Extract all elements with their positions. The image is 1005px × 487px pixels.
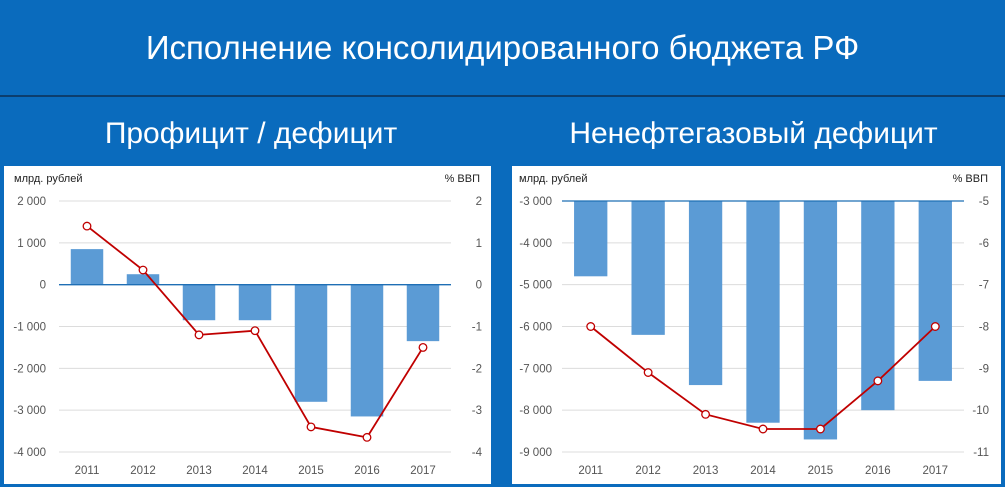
line-point <box>643 368 653 377</box>
line-point <box>306 422 316 432</box>
y-tick-label-right: -6 <box>979 238 989 250</box>
y-tick-label-right: -3 <box>472 405 482 417</box>
title-divider <box>0 95 1005 97</box>
y-tick-label-left: 0 <box>40 280 46 292</box>
line-point <box>815 424 825 434</box>
line-point <box>873 376 883 386</box>
line-point <box>418 342 428 352</box>
line-point <box>82 221 92 231</box>
bar <box>861 201 895 411</box>
y-tick-label-right: 0 <box>476 280 482 292</box>
y-tick-label-left: -2 000 <box>13 363 46 375</box>
y-tick-label-right: -9 <box>979 363 989 375</box>
line-point <box>758 424 768 434</box>
bar <box>182 284 216 321</box>
y-tick-label-right: -4 <box>472 447 483 459</box>
y-tick-label-left: -4 000 <box>13 447 46 459</box>
y-tick-label-left: 2 000 <box>17 196 46 208</box>
y-axis-label-left: млрд. рублей <box>519 173 587 185</box>
line-point <box>362 432 372 442</box>
y-axis-label-right: % ВВП <box>953 173 989 185</box>
y-tick-label-right: -5 <box>979 196 989 208</box>
bar <box>70 249 104 285</box>
y-tick-label-left: -9 000 <box>519 447 552 459</box>
y-tick-label-right: -7 <box>979 280 989 292</box>
chart-title-non-oil-gas-deficit: Ненефтегазовый дефицит <box>569 117 938 150</box>
line-point <box>250 326 260 336</box>
bar <box>126 274 160 285</box>
y-tick-label-left: -5 000 <box>519 280 552 292</box>
x-tick-label: 2017 <box>922 465 948 477</box>
line-point <box>586 322 596 331</box>
y-tick-label-left: 1 000 <box>17 238 46 250</box>
x-tick-label: 2014 <box>750 465 776 477</box>
bar <box>918 201 952 381</box>
chart-panel-non-oil-gas-deficit: млрд. рублей % ВВП -3 000 -4 000 -5 000 -6 00… <box>512 166 1001 484</box>
y-tick-label-right: -2 <box>472 363 482 375</box>
y-axis-label-right: % ВВП <box>445 173 481 185</box>
y-tick-label-right: -10 <box>972 405 989 417</box>
line-point <box>194 330 204 340</box>
bar <box>350 284 384 417</box>
y-tick-label-left: -6 000 <box>519 322 552 334</box>
x-tick-label: 2014 <box>242 465 268 477</box>
y-axis-label-left: млрд. рублей <box>14 173 82 185</box>
chart-panel-surplus-deficit: млрд. рублей % ВВП 2 000 1 000 0 -1 000 -2 000… <box>4 166 491 484</box>
x-tick-label: 2015 <box>808 465 834 477</box>
x-tick-label: 2011 <box>75 465 100 477</box>
line-point <box>138 265 148 275</box>
bar <box>294 284 328 402</box>
y-tick-label-right: 1 <box>476 238 482 250</box>
x-tick-label: 2015 <box>298 465 324 477</box>
y-tick-label-left: -4 000 <box>519 238 552 250</box>
bar <box>688 201 723 386</box>
page-title: Исполнение консолидированного бюджета РФ <box>145 28 860 66</box>
x-tick-label: 2013 <box>693 465 719 477</box>
x-tick-label: 2013 <box>186 465 212 477</box>
y-tick-label-left: -8 000 <box>519 405 552 417</box>
line-point <box>930 322 940 331</box>
y-tick-label-left: -1 000 <box>13 322 46 334</box>
x-tick-label: 2016 <box>865 465 891 477</box>
bar <box>238 284 272 321</box>
bar <box>406 284 440 342</box>
x-tick-label: 2011 <box>578 465 603 477</box>
y-tick-label-left: -3 000 <box>13 405 46 417</box>
chart-title-surplus-deficit: Профицит / дефицит <box>104 117 398 150</box>
chart-surplus-deficit: млрд. рублей % ВВП 2 000 1 000 0 -1 000 -2 000… <box>13 173 483 477</box>
x-tick-label: 2012 <box>635 465 661 477</box>
bar <box>803 201 838 440</box>
y-tick-label-right: 2 <box>476 196 482 208</box>
x-tick-label: 2016 <box>354 465 380 477</box>
y-tick-label-left: -7 000 <box>519 363 552 375</box>
y-tick-label-right: -11 <box>973 447 989 459</box>
x-tick-label: 2012 <box>130 465 156 477</box>
bar <box>746 201 780 423</box>
x-tick-label: 2017 <box>410 465 436 477</box>
bar <box>574 201 608 277</box>
line-point <box>701 409 711 419</box>
y-tick-label-right: -8 <box>979 322 989 334</box>
bar <box>631 201 665 335</box>
y-tick-label-right: -1 <box>472 322 482 334</box>
chart-non-oil-gas-deficit: млрд. рублей % ВВП -3 000 -4 000 -5 000 -6 00… <box>519 173 989 477</box>
y-tick-label-left: -3 000 <box>519 196 552 208</box>
